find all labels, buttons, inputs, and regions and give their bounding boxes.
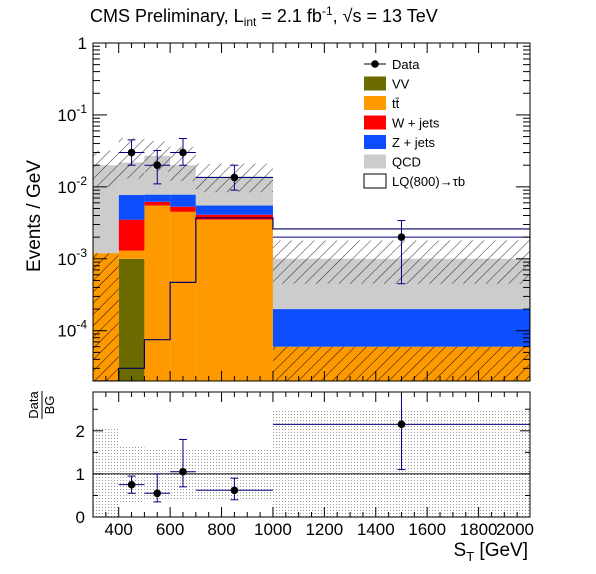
stack-bar-3-4 bbox=[196, 206, 273, 215]
stack-bar-2-3 bbox=[170, 207, 196, 212]
y-tick-label-3: 10-3 bbox=[57, 246, 87, 269]
legend-label-2: tt̄ bbox=[392, 96, 400, 111]
x-tick-label-0: 400 bbox=[105, 520, 133, 539]
ratio-point-1 bbox=[153, 489, 161, 497]
stack-bar-0-1 bbox=[119, 259, 145, 386]
x-tick-label-5: 1400 bbox=[357, 520, 395, 539]
legend-label-3: W + jets bbox=[392, 116, 440, 131]
data-point-4 bbox=[398, 233, 406, 241]
uncertainty-band-0 bbox=[93, 151, 119, 187]
ratio-y-tick-label-0: 0 bbox=[76, 508, 85, 527]
plot-title: CMS Preliminary, Lint = 2.1 fb-1, √s = 1… bbox=[90, 4, 438, 29]
ratio-point-4 bbox=[398, 421, 406, 429]
x-tick-label-1: 600 bbox=[156, 520, 184, 539]
data-point-2 bbox=[179, 149, 187, 157]
y-tick-label-2: 10-2 bbox=[57, 174, 87, 197]
main-y-axis-label: Events / GeV bbox=[24, 160, 45, 272]
ratio-point-0 bbox=[128, 481, 136, 489]
ratio-band-0 bbox=[93, 429, 119, 517]
ratio-y-axis-label: Data BG bbox=[26, 391, 57, 419]
stack-bar-3-2 bbox=[144, 195, 170, 202]
x-axis-label: ST [GeV] bbox=[454, 540, 529, 564]
ratio-label-denominator: BG bbox=[42, 396, 57, 415]
x-tick-label-3: 1000 bbox=[254, 520, 292, 539]
x-tick-label-6: 1600 bbox=[408, 520, 446, 539]
ratio-y-tick-label-2: 2 bbox=[76, 422, 85, 441]
main-panel: 1 10-1 10-2 10-3 10-4 Events / GeV Data VV tt̄… bbox=[24, 34, 530, 386]
ratio-point-3 bbox=[231, 486, 239, 494]
legend-label-4: Z + jets bbox=[392, 135, 435, 150]
y-tick-label-4: 10-4 bbox=[57, 318, 87, 341]
legend: Data VV tt̄ W + jets Z + jets QCD LQ(800)→τb bbox=[364, 57, 465, 189]
stack-bar-1-1 bbox=[119, 251, 145, 259]
stack-bar-3-3 bbox=[170, 195, 196, 207]
legend-label-0: Data bbox=[392, 57, 420, 72]
y-tick-label-0: 1 bbox=[78, 34, 87, 53]
stack-bar-1-4 bbox=[196, 220, 273, 386]
stack-bar-2-4 bbox=[196, 215, 273, 220]
legend-label-6: LQ(800)→τb bbox=[392, 174, 465, 189]
x-tick-label-8: 2000 bbox=[496, 520, 534, 539]
ratio-y-tick-label-1: 1 bbox=[76, 465, 85, 484]
stack-bar-1-0 bbox=[93, 253, 119, 386]
legend-swatch-1 bbox=[364, 77, 386, 91]
legend-marker-data bbox=[371, 60, 379, 68]
x-tick-label-2: 800 bbox=[207, 520, 235, 539]
data-point-3 bbox=[231, 174, 239, 182]
legend-swatch-4 bbox=[364, 135, 386, 149]
stack-bar-1-3 bbox=[170, 212, 196, 386]
x-tick-label-7: 1800 bbox=[460, 520, 498, 539]
legend-label-1: VV bbox=[392, 77, 410, 92]
legend-label-5: QCD bbox=[392, 155, 421, 170]
ratio-point-2 bbox=[179, 468, 187, 476]
stack-bar-3-1 bbox=[119, 195, 145, 220]
stack-bar-2-2 bbox=[144, 202, 170, 206]
stack-bar-3-5 bbox=[273, 309, 530, 347]
legend-swatch-3 bbox=[364, 116, 386, 130]
legend-swatch-5 bbox=[364, 155, 386, 169]
data-point-1 bbox=[153, 161, 161, 169]
y-tick-label-1: 10-1 bbox=[57, 102, 87, 125]
stack-bar-1-2 bbox=[144, 206, 170, 386]
ratio-label-numerator: Data bbox=[26, 391, 41, 419]
stack-bar-2-1 bbox=[119, 220, 145, 251]
legend-swatch-2 bbox=[364, 96, 386, 110]
legend-swatch-signal bbox=[364, 174, 386, 188]
data-point-0 bbox=[128, 149, 136, 157]
x-tick-label-4: 1200 bbox=[305, 520, 343, 539]
